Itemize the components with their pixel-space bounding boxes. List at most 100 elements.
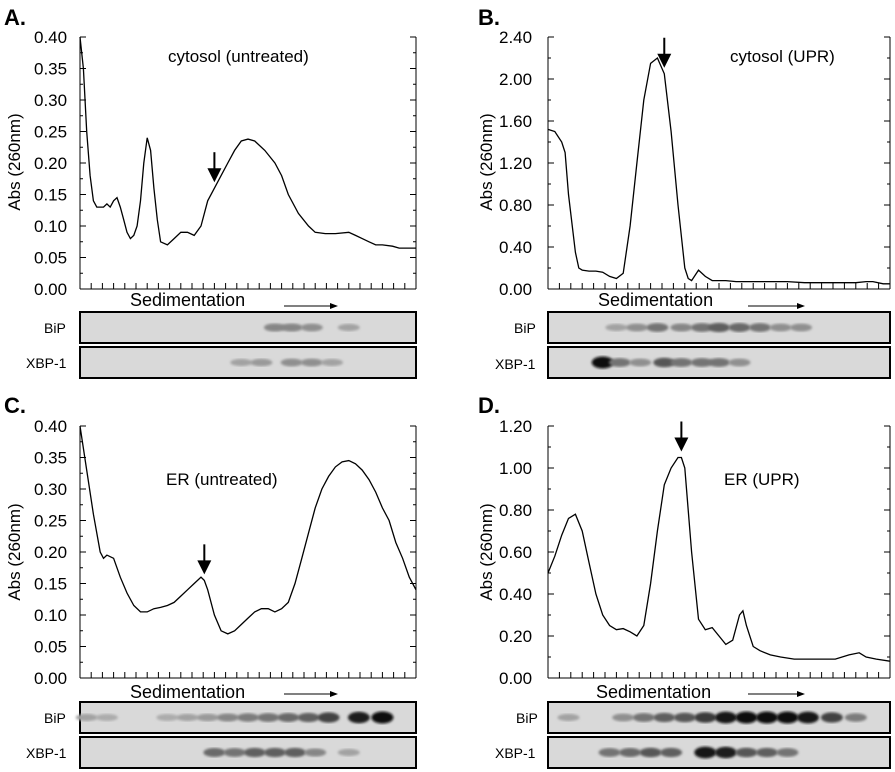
blot-band (844, 713, 867, 722)
blot-label-xbp1: XBP-1 (495, 356, 536, 372)
blot-band (632, 713, 655, 722)
blot-band (728, 358, 751, 367)
y-tick-label: 0.80 (499, 501, 532, 520)
blot-band (317, 712, 340, 723)
blot-band (321, 358, 343, 367)
y-tick-label: 1.20 (499, 417, 532, 436)
y-axis-label: Abs (260nm) (5, 503, 24, 600)
x-axis-label: Sedimentation (598, 290, 713, 310)
blot-band (646, 323, 669, 332)
blot-band (629, 358, 652, 367)
absorbance-line (547, 456, 891, 662)
blot-band (280, 358, 303, 367)
blot-band (223, 748, 246, 757)
y-tick-label: 0.60 (499, 543, 532, 562)
blot-band (670, 323, 693, 332)
blot-band (557, 713, 580, 722)
blot-strip (79, 346, 417, 379)
blot-band (714, 746, 737, 759)
panel-annotation: ER (UPR) (724, 470, 800, 489)
blot-band (605, 323, 628, 332)
blot-band (156, 714, 179, 721)
blot-band (708, 322, 730, 333)
y-tick-label: 0.40 (499, 585, 532, 604)
y-tick-label: 0.00 (34, 280, 67, 299)
blot-label-bip: BiP (44, 320, 66, 336)
absorbance-line (79, 425, 417, 635)
blot-band (284, 747, 306, 758)
blot-label-bip: BiP (44, 710, 66, 726)
blot-band (203, 748, 226, 757)
panel-annotation: ER (untreated) (166, 470, 278, 489)
y-tick-label: 0.35 (34, 449, 67, 468)
y-tick-label: 1.20 (499, 154, 532, 173)
y-tick-label: 1.00 (499, 459, 532, 478)
sedimentation-arrow-head (330, 691, 338, 697)
blot-label-group: BiP XBP-1 (495, 710, 538, 761)
y-tick-label: 0.10 (34, 217, 67, 236)
blot-band (653, 357, 676, 368)
blot-band (755, 747, 778, 758)
blot-band (673, 712, 696, 723)
y-tick-label: 2.40 (499, 28, 532, 47)
sedimentation-arrow-head (797, 691, 805, 697)
blot-label-group: BiP XBP-1 (26, 710, 67, 761)
peak-arrow-head (207, 168, 222, 183)
blot-band (735, 747, 758, 758)
panel-annotation: cytosol (UPR) (730, 47, 835, 66)
blot-band (714, 711, 737, 724)
blot-band (612, 713, 635, 722)
blot-band (749, 323, 771, 332)
blot-label-group: BiP XBP-1 (26, 320, 67, 371)
peak-arrow-head (197, 560, 212, 575)
y-axis-label: Abs (260nm) (5, 113, 24, 210)
blot-label-xbp1: XBP-1 (26, 355, 67, 371)
blot-band (735, 711, 758, 724)
blot-band (708, 358, 730, 367)
y-tick-label: 0.30 (34, 480, 67, 499)
blot-band (820, 712, 843, 723)
blot-band (95, 714, 118, 721)
y-tick-label: 0.40 (499, 238, 532, 257)
x-axis-label: Sedimentation (130, 290, 245, 310)
y-tick-label: 0.15 (34, 575, 67, 594)
blot-band (250, 358, 273, 367)
blot-band (280, 323, 303, 332)
blot-band (653, 712, 676, 723)
absorbance-line (79, 36, 416, 249)
y-tick-label: 0.15 (34, 186, 67, 205)
blot-band (196, 713, 219, 722)
blot-band (608, 358, 631, 367)
blot-label-bip: BiP (516, 710, 538, 726)
blot-label-bip: BiP (514, 320, 536, 336)
panel-letter: A. (4, 5, 26, 30)
blot-band (776, 711, 799, 724)
blot-band (337, 323, 360, 332)
panel-annotation: cytosol (untreated) (168, 47, 309, 66)
y-tick-label: 2.00 (499, 70, 532, 89)
y-tick-label: 0.00 (499, 669, 532, 688)
sedimentation-arrow-head (797, 303, 805, 309)
peak-arrow-head (657, 53, 672, 68)
blot-label-xbp1: XBP-1 (495, 745, 536, 761)
blot-label-group: BiP XBP-1 (495, 320, 536, 372)
x-axis-label: Sedimentation (596, 682, 711, 702)
panel-c: C. ER (untreated) Abs (260nm) Sedimentat… (4, 393, 417, 769)
x-axis-label: Sedimentation (130, 682, 245, 702)
y-tick-label: 0.25 (34, 512, 67, 531)
panel-letter: C. (4, 393, 26, 418)
y-tick-label: 0.20 (499, 627, 532, 646)
blot-band (230, 358, 253, 367)
y-tick-label: 0.30 (34, 91, 67, 110)
y-tick-label: 0.80 (499, 196, 532, 215)
y-tick-label: 0.00 (34, 669, 67, 688)
blot-band (300, 323, 323, 332)
blot-band (237, 713, 259, 722)
blot-band (216, 713, 239, 722)
blot-band (176, 713, 199, 722)
blot-band (619, 748, 642, 757)
blot-band (660, 747, 683, 758)
blot-band (796, 711, 819, 724)
blot-band (591, 356, 614, 369)
